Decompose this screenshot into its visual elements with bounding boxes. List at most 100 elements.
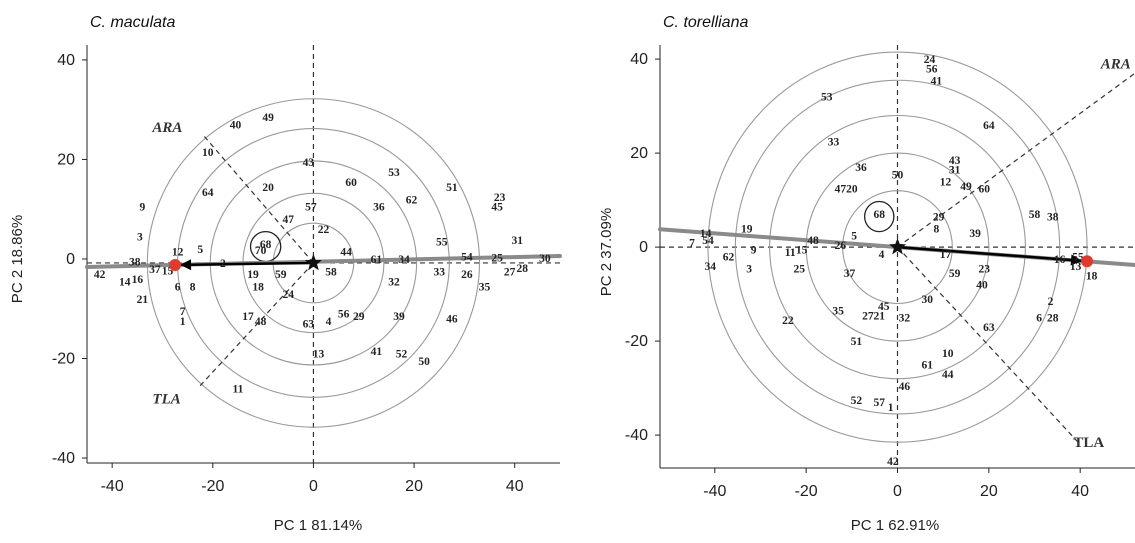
point-label-52: 52 (851, 395, 863, 407)
point-label-56: 56 (926, 64, 938, 76)
point-label-68: 68 (873, 209, 885, 221)
point-label-49: 49 (960, 181, 972, 193)
vector-ara (202, 134, 314, 264)
point-label-57: 57 (305, 202, 317, 214)
point-label-2: 2 (220, 258, 226, 270)
y-tick-label: -20 (52, 351, 75, 368)
point-label-46: 46 (446, 314, 458, 326)
point-label-27: 27 (862, 310, 874, 322)
y-tick-label: 20 (57, 151, 75, 168)
point-label-56: 56 (338, 309, 350, 321)
concentric-ring (734, 79, 1061, 415)
point-label-6: 6 (175, 281, 181, 293)
point-label-32: 32 (899, 313, 911, 325)
point-label-3: 3 (137, 232, 143, 244)
vector-label-tla: TLA (152, 391, 180, 407)
point-label-36: 36 (373, 202, 385, 214)
x-axis-label: PC 1 81.14% (274, 517, 362, 534)
chart-panel-2: C. torelliana -40 -20 0 20 40 -40 -20 0 20 40 PC 1 … (598, 14, 1135, 534)
point-label-21: 21 (137, 294, 149, 306)
point-label-16: 16 (1054, 254, 1066, 266)
point-label-45: 45 (878, 301, 890, 313)
point-label-26: 26 (461, 269, 473, 281)
point-label-4: 4 (326, 316, 332, 328)
point-label-18: 18 (252, 281, 264, 293)
point-label-53: 53 (388, 167, 400, 179)
x-tick-label: 40 (1071, 483, 1089, 500)
point-label-6: 6 (1036, 313, 1042, 325)
ideal-point-marker (169, 258, 182, 271)
point-label-22: 22 (318, 224, 330, 236)
point-label-60: 60 (979, 183, 991, 195)
ideal-vector (897, 245, 1088, 263)
point-label-20: 20 (846, 183, 858, 195)
concentric-ring (842, 190, 953, 305)
vector-label-ara: ARA (151, 120, 182, 136)
point-label-7: 7 (180, 306, 186, 318)
center-star (304, 253, 322, 271)
point-label-36: 36 (855, 162, 867, 174)
point-label-58: 58 (1029, 209, 1041, 221)
point-label-21: 21 (873, 310, 885, 322)
point-label-50: 50 (892, 169, 904, 181)
point-label-63: 63 (303, 319, 315, 331)
point-label-39: 39 (969, 228, 981, 240)
point-label-40: 40 (976, 280, 988, 292)
concentric-ring (805, 152, 990, 342)
chart-title: C. torelliana (663, 14, 748, 31)
concentric-ring (769, 114, 1026, 380)
point-label-50: 50 (418, 356, 430, 368)
point-label-34: 34 (704, 261, 716, 273)
point-label-37: 37 (844, 268, 856, 280)
point-label-39: 39 (393, 311, 405, 323)
arrow-head (180, 259, 192, 271)
point-label-12: 12 (940, 176, 952, 188)
point-label-47: 47 (283, 214, 295, 226)
point-label-46: 46 (899, 381, 911, 393)
point-label-49: 49 (262, 112, 274, 124)
point-label-26: 26 (835, 240, 847, 252)
ideal-point-marker (1081, 255, 1094, 268)
point-label-59: 59 (275, 269, 287, 281)
point-label-38: 38 (1047, 212, 1059, 224)
arrow-head (1070, 254, 1083, 266)
point-label-10: 10 (942, 348, 954, 360)
point-label-62: 62 (723, 252, 735, 264)
point-label-64: 64 (202, 187, 214, 199)
point-label-63: 63 (983, 322, 995, 334)
y-axis-label: PC 2 18.86% (9, 215, 26, 303)
point-label-35: 35 (832, 306, 844, 318)
point-label-47: 47 (835, 183, 847, 195)
point-label-42: 42 (887, 456, 899, 468)
point-label-17: 17 (940, 249, 952, 261)
point-label-14: 14 (700, 228, 712, 240)
chart-panel-1: C. maculata -40 -20 0 20 40 -40 -20 0 20 40 PC 1 81… (9, 14, 562, 534)
point-label-37: 37 (149, 264, 161, 276)
point-label-17: 17 (242, 311, 254, 323)
x-tick-label: -40 (703, 483, 726, 500)
y-tick-label: 40 (57, 52, 75, 69)
point-label-32: 32 (388, 276, 400, 288)
point-label-22: 22 (782, 315, 794, 327)
x-tick-label: -40 (101, 478, 124, 495)
point-label-61: 61 (371, 254, 383, 266)
x-tick-label: -20 (795, 483, 818, 500)
y-tick-label: -40 (625, 427, 648, 444)
point-label-28: 28 (1047, 313, 1059, 325)
vector-label-tla: TLA (1073, 435, 1104, 451)
x-tick-label: 20 (405, 478, 423, 495)
point-label-38: 38 (129, 256, 141, 268)
x-tick-label: 0 (309, 478, 318, 495)
point-label-31: 31 (511, 235, 523, 247)
point-label-24: 24 (924, 54, 936, 66)
point-label-9: 9 (751, 244, 757, 256)
point-label-54: 54 (702, 235, 714, 247)
point-label-51: 51 (851, 336, 863, 348)
point-label-14: 14 (119, 276, 131, 288)
point-label-31: 31 (949, 165, 961, 177)
x-axis-label: PC 1 62.91% (851, 517, 939, 534)
point-label-52: 52 (396, 349, 408, 361)
chart-title: C. maculata (90, 14, 175, 31)
point-label-48: 48 (807, 235, 819, 247)
point-label-44: 44 (340, 247, 352, 259)
